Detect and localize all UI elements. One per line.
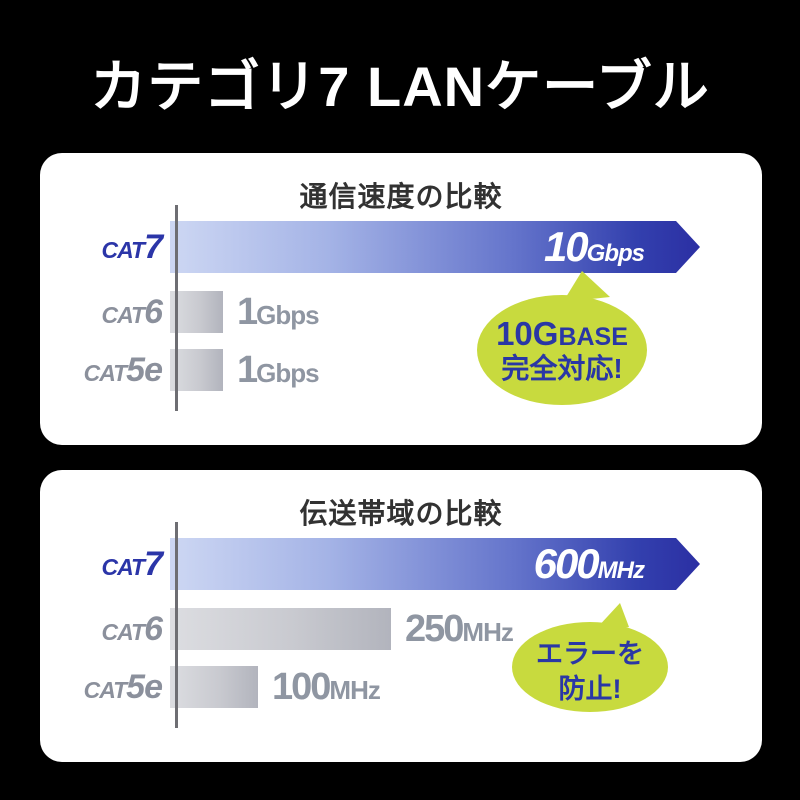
bandwidth-chart-title: 伝送帯域の比較 <box>299 498 503 529</box>
speed-callout-bubble: 10GBASE 完全対応! <box>477 271 647 405</box>
speed-comparison-card: 通信速度の比較 CAT7 10Gbps CAT6 1Gbps CAT5e 1Gb… <box>40 153 762 445</box>
cat6-speed-bar <box>170 291 223 333</box>
cat7-speed-value: 10Gbps <box>543 223 644 270</box>
bubble-line2: 完全対応! <box>501 352 622 384</box>
bandwidth-chart-axis <box>175 522 178 728</box>
speed-chart-title: 通信速度の比較 <box>299 181 503 212</box>
cat5e-speed-value: 1Gbps <box>237 349 320 391</box>
bubble-line2: 防止! <box>559 674 622 704</box>
cat7-speed-bar: 10Gbps <box>170 221 700 273</box>
cat5e-label: CAT5e <box>83 351 163 389</box>
cat7-bandwidth-bar: 600MHz <box>170 538 700 590</box>
bandwidth-comparison-card: 伝送帯域の比較 CAT7 600MHz CAT6 250MHz CAT5e 10… <box>40 470 762 762</box>
speed-row-cat5e: CAT5e 1Gbps <box>40 349 762 391</box>
bandwidth-row-cat6: CAT6 250MHz <box>40 608 762 650</box>
page-title: カテゴリ7 LANケーブル <box>90 55 710 118</box>
bandwidth-row-cat7: CAT7 600MHz <box>40 538 762 590</box>
cat6-label: CAT6 <box>101 293 163 331</box>
speed-row-cat6: CAT6 1Gbps <box>40 291 762 333</box>
cat7-label: CAT7 <box>101 228 163 266</box>
speed-chart-axis <box>175 205 178 411</box>
bubble-body <box>477 295 647 405</box>
bubble-line1: エラーを <box>536 639 644 669</box>
cat6-speed-value: 1Gbps <box>237 291 320 333</box>
cat5e-speed-bar <box>170 349 223 391</box>
bubble-body <box>512 622 668 712</box>
cat6-label: CAT6 <box>101 610 163 648</box>
cat6-bandwidth-bar <box>170 608 391 650</box>
bubble-line1: 10GBASE <box>496 315 628 352</box>
bandwidth-callout-bubble: エラーを 防止! <box>512 603 668 712</box>
cat5e-label: CAT5e <box>83 668 163 706</box>
cat7-bandwidth-value: 600MHz <box>533 540 644 587</box>
cat5e-bandwidth-bar <box>170 666 258 708</box>
cat7-label: CAT7 <box>101 545 163 583</box>
bubble-tail <box>563 271 610 302</box>
cat6-bandwidth-value: 250MHz <box>405 608 514 650</box>
bandwidth-row-cat5e: CAT5e 100MHz <box>40 666 762 708</box>
speed-row-cat7: CAT7 10Gbps <box>40 221 762 273</box>
cat5e-bandwidth-value: 100MHz <box>272 666 381 708</box>
